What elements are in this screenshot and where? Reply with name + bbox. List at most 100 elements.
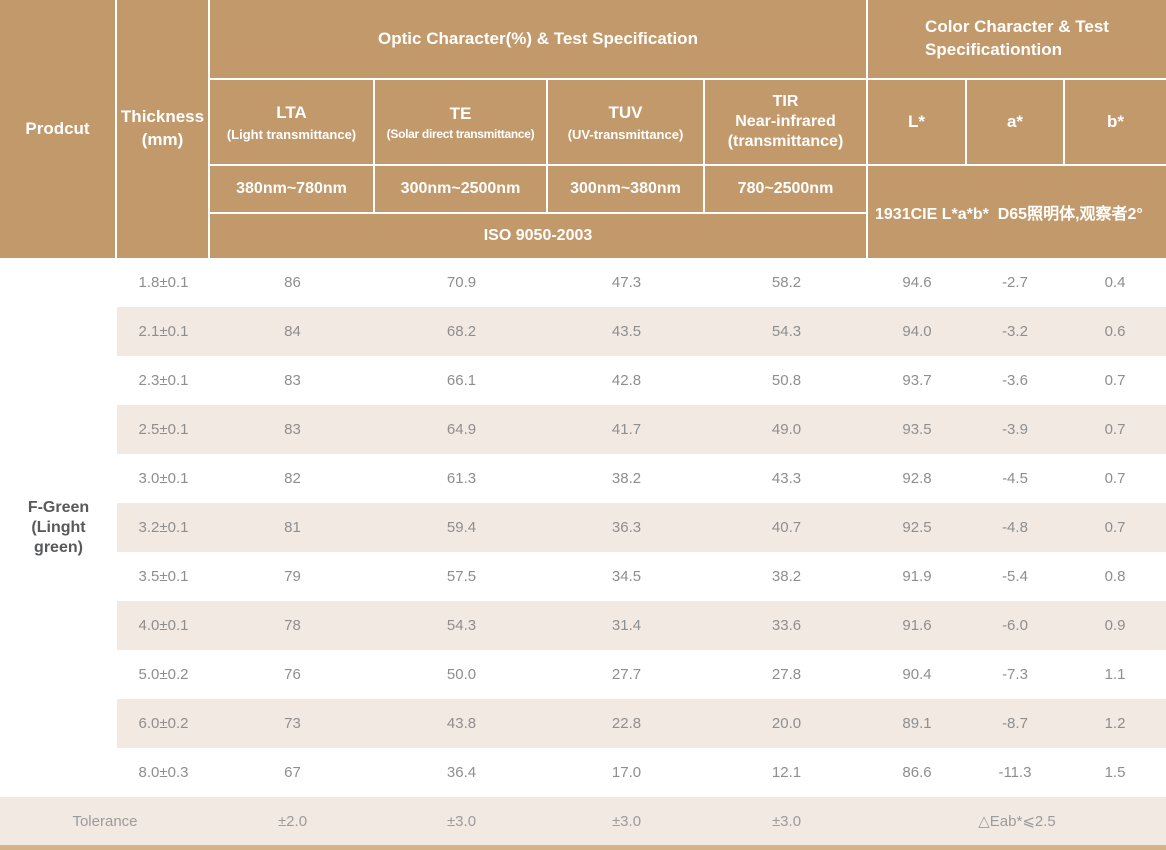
tolerance-eab: △Eab*⩽2.5 — [978, 813, 1056, 830]
table-row: 2.5±0.1 83 64.9 41.7 49.0 93.5 -3.9 0.7 — [0, 405, 1166, 454]
bstar-cell: 0.9 — [1104, 617, 1126, 634]
product-name: F-Green (Linght green) — [27, 498, 90, 556]
table-row: 3.0±0.1 82 61.3 38.2 43.3 92.8 -4.5 0.7 — [0, 454, 1166, 503]
lta-cell: 73 — [284, 715, 301, 732]
bottom-accent-bar — [0, 845, 1166, 850]
thickness-cell: 5.0±0.2 — [138, 666, 189, 683]
thickness-cell: 4.0±0.1 — [138, 617, 189, 634]
tir-cell: 20.0 — [771, 715, 802, 732]
table-row: 8.0±0.3 67 36.4 17.0 12.1 86.6 -11.3 1.5 — [0, 748, 1166, 797]
te-cell: 43.8 — [446, 715, 477, 732]
thickness-cell: 3.0±0.1 — [138, 470, 189, 487]
table-row: 5.0±0.2 76 50.0 27.7 27.8 90.4 -7.3 1.1 — [0, 650, 1166, 699]
thickness-cell: 2.3±0.1 — [138, 372, 189, 389]
astar-cell: -8.7 — [1002, 715, 1028, 732]
tuv-cell: 22.8 — [611, 715, 642, 732]
thickness-cell: 3.5±0.1 — [138, 568, 189, 585]
lta-range-cell: 380nm~780nm — [210, 166, 373, 212]
product-header-label: Prodcut — [25, 119, 90, 138]
astar-column-header: a* — [967, 80, 1063, 164]
astar-title: a* — [1006, 112, 1024, 131]
astar-cell: -3.6 — [1002, 372, 1028, 389]
te-cell: 54.3 — [446, 617, 477, 634]
table-row: 2.1±0.1 84 68.2 43.5 54.3 94.0 -3.2 0.6 — [0, 307, 1166, 356]
thickness-cell: 1.8±0.1 — [138, 274, 189, 291]
lstar-cell: 86.6 — [902, 764, 932, 781]
tir-cell: 50.8 — [771, 372, 802, 389]
tir-column-header: TIR Near-infrared (transmittance) — [705, 80, 866, 164]
product-name-cell: F-Green (Linght green) — [0, 258, 117, 797]
iso-standard-cell: ISO 9050-2003 — [210, 214, 866, 258]
te-subtitle: (Solar direct transmittance) — [386, 127, 535, 142]
bstar-cell: 0.8 — [1104, 568, 1126, 585]
tir-cell: 33.6 — [771, 617, 802, 634]
astar-cell: -4.5 — [1002, 470, 1028, 487]
te-cell: 66.1 — [446, 372, 477, 389]
bstar-cell: 0.6 — [1104, 323, 1126, 340]
te-cell: 57.5 — [446, 568, 477, 585]
tuv-cell: 43.5 — [611, 323, 642, 340]
astar-cell: -4.8 — [1002, 519, 1028, 536]
tuv-title: TUV — [608, 103, 643, 123]
lstar-cell: 92.8 — [902, 470, 932, 487]
table-row: 4.0±0.1 78 54.3 31.4 33.6 91.6 -6.0 0.9 — [0, 601, 1166, 650]
tir-cell: 12.1 — [771, 764, 802, 781]
bstar-title: b* — [1107, 112, 1124, 131]
lstar-cell: 94.0 — [902, 323, 932, 340]
tolerance-tir: ±3.0 — [771, 812, 802, 830]
optic-section-title: Optic Character(%) & Test Specification — [378, 29, 698, 48]
lstar-cell: 93.5 — [902, 421, 932, 438]
product-column-header: Prodcut — [0, 0, 115, 258]
color-section-title: Color Character & Test Specificationtion — [925, 17, 1109, 59]
te-cell: 50.0 — [446, 666, 477, 683]
tuv-cell: 31.4 — [611, 617, 642, 634]
astar-cell: -6.0 — [1002, 617, 1028, 634]
thickness-cell: 6.0±0.2 — [138, 715, 189, 732]
lta-cell: 82 — [284, 470, 301, 487]
lstar-cell: 92.5 — [902, 519, 932, 536]
bstar-cell: 1.2 — [1104, 715, 1126, 732]
lta-cell: 81 — [284, 519, 301, 536]
te-title: TE — [449, 103, 472, 123]
tir-cell: 49.0 — [771, 421, 802, 438]
lstar-title: L* — [908, 112, 925, 131]
tuv-subtitle: (UV-transmittance) — [567, 126, 684, 142]
tolerance-te: ±3.0 — [446, 812, 477, 830]
table-row: 6.0±0.2 73 43.8 22.8 20.0 89.1 -8.7 1.2 — [0, 699, 1166, 748]
tuv-cell: 34.5 — [611, 568, 642, 585]
thickness-cell: 2.5±0.1 — [138, 421, 189, 438]
tir-cell: 54.3 — [771, 323, 802, 340]
optic-section-header: Optic Character(%) & Test Specification — [210, 0, 866, 78]
bstar-cell: 0.7 — [1104, 519, 1126, 536]
color-section-header: Color Character & Test Specificationtion — [868, 0, 1166, 78]
tolerance-label: Tolerance — [72, 812, 138, 830]
lstar-cell: 93.7 — [902, 372, 932, 389]
tir-cell: 27.8 — [771, 666, 802, 683]
tir-cell: 38.2 — [771, 568, 802, 585]
bstar-cell: 0.7 — [1104, 470, 1126, 487]
te-cell: 70.9 — [446, 274, 477, 291]
tolerance-tuv: ±3.0 — [611, 812, 642, 830]
astar-cell: -3.9 — [1002, 421, 1028, 438]
lta-cell: 76 — [284, 666, 301, 683]
cie-standard-cell: 1931CIE L*a*b* D65照明体,观察者2° — [868, 166, 1166, 258]
astar-cell: -7.3 — [1002, 666, 1028, 683]
lta-cell: 83 — [284, 372, 301, 389]
tuv-cell: 47.3 — [611, 274, 642, 291]
te-cell: 68.2 — [446, 323, 477, 340]
tuv-cell: 42.8 — [611, 372, 642, 389]
bstar-cell: 1.5 — [1104, 764, 1126, 781]
tolerance-lta: ±2.0 — [277, 812, 308, 830]
table-row: 1.8±0.1 86 70.9 47.3 58.2 94.6 -2.7 0.4 — [0, 258, 1166, 307]
astar-cell: -11.3 — [998, 764, 1032, 781]
lstar-cell: 91.6 — [902, 617, 932, 634]
te-cell: 64.9 — [446, 421, 477, 438]
te-range-cell: 300nm~2500nm — [375, 166, 546, 212]
table-header: Prodcut Thickness (mm) Optic Character(%… — [0, 0, 1166, 258]
bstar-cell: 0.7 — [1104, 372, 1126, 389]
tir-cell: 40.7 — [771, 519, 802, 536]
lta-cell: 83 — [284, 421, 301, 438]
table-row: 3.2±0.1 81 59.4 36.3 40.7 92.5 -4.8 0.7 — [0, 503, 1166, 552]
lta-cell: 86 — [284, 274, 301, 291]
table-row: 3.5±0.1 79 57.5 34.5 38.2 91.9 -5.4 0.8 — [0, 552, 1166, 601]
